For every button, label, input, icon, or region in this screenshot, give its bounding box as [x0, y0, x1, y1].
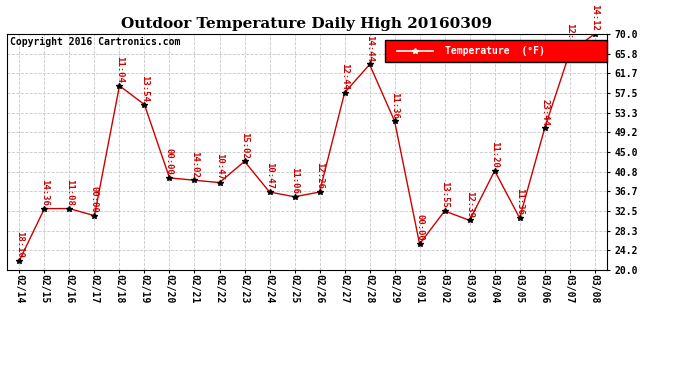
Text: 00:00: 00:00	[90, 186, 99, 213]
Text: 18:10: 18:10	[15, 231, 24, 258]
Text: 10:47: 10:47	[265, 162, 274, 189]
Text: 14:44: 14:44	[365, 35, 374, 62]
Text: 12:16: 12:16	[565, 23, 574, 50]
Text: 11:06: 11:06	[290, 167, 299, 194]
Text: 12:26: 12:26	[315, 162, 324, 189]
Text: 14:12: 14:12	[590, 4, 599, 31]
Text: Temperature  (°F): Temperature (°F)	[445, 46, 545, 57]
Text: Copyright 2016 Cartronics.com: Copyright 2016 Cartronics.com	[10, 37, 180, 47]
Text: 00:00: 00:00	[415, 214, 424, 241]
Text: 11:08: 11:08	[65, 179, 74, 206]
Text: 11:20: 11:20	[490, 141, 499, 168]
Text: 12:39: 12:39	[465, 191, 474, 217]
Text: 11:04: 11:04	[115, 56, 124, 83]
Text: 14:36: 14:36	[40, 179, 49, 206]
Text: 23:44: 23:44	[540, 99, 549, 126]
Title: Outdoor Temperature Daily High 20160309: Outdoor Temperature Daily High 20160309	[121, 17, 493, 31]
Text: 00:00: 00:00	[165, 148, 174, 175]
Text: 12:44: 12:44	[340, 63, 349, 90]
Text: 13:54: 13:54	[140, 75, 149, 102]
FancyBboxPatch shape	[385, 40, 607, 62]
Text: 10:47: 10:47	[215, 153, 224, 180]
Text: 13:55: 13:55	[440, 181, 449, 208]
Text: 14:02: 14:02	[190, 151, 199, 177]
Text: 15:02: 15:02	[240, 132, 249, 159]
Text: 11:36: 11:36	[390, 92, 399, 118]
Text: 11:36: 11:36	[515, 188, 524, 215]
